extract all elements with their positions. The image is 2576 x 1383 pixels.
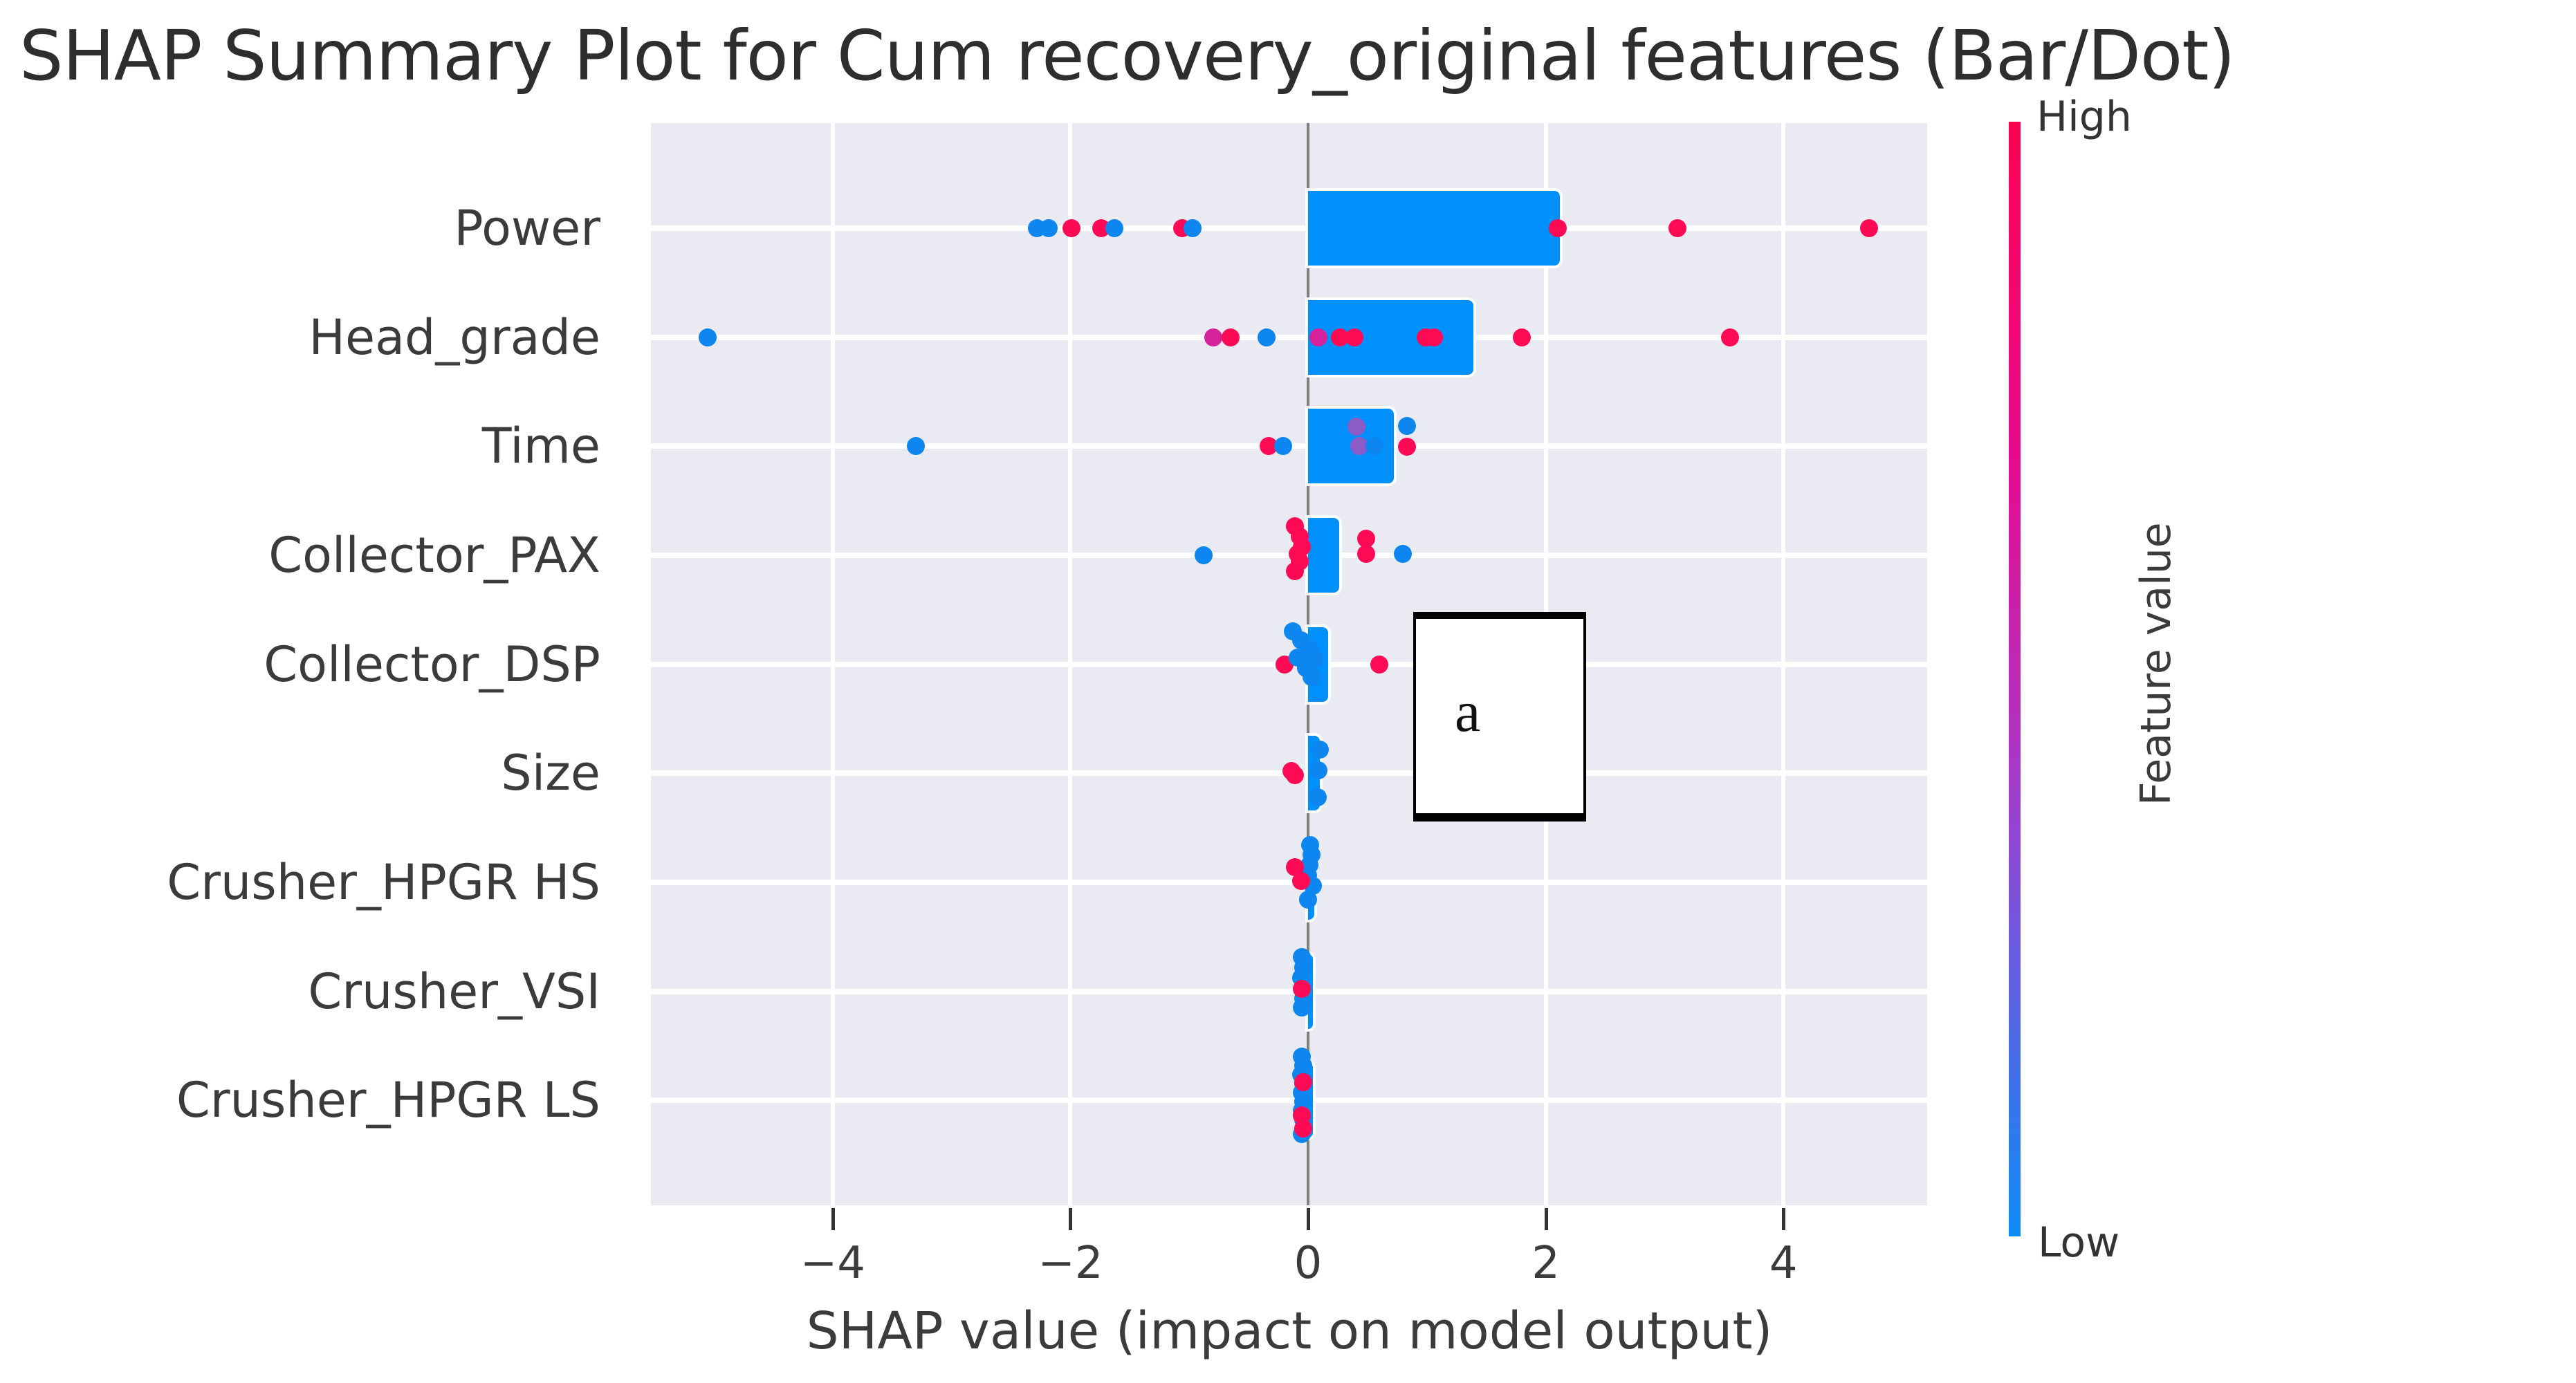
chart-title: SHAP Summary Plot for Cum recovery_origi… <box>19 15 2235 96</box>
shap-dot-Time <box>1397 438 1416 456</box>
shap-dot-Head_grade <box>1513 328 1531 346</box>
shap-dot-Collector_PAX <box>1357 545 1376 563</box>
annotation-box: a <box>1413 612 1586 822</box>
x-tick-label: 2 <box>1531 1238 1560 1289</box>
y-tick-label-Time: Time <box>481 418 600 474</box>
shap-dot-Time <box>1347 418 1366 436</box>
shap-dot-Head_grade <box>1222 328 1240 346</box>
x-tick-mark <box>831 1208 835 1230</box>
shap-dot-Crusher_HPGR HS <box>1299 891 1317 909</box>
shap-dot-Head_grade <box>1425 328 1444 346</box>
shap-dot-Size <box>1286 766 1305 784</box>
shap-dot-Collector_DSP <box>1303 668 1321 686</box>
shap-dot-Power <box>1105 219 1123 237</box>
horizontal-gridline <box>651 989 1927 994</box>
y-tick-label-Size: Size <box>501 745 600 801</box>
mean-shap-bar-Power <box>1308 191 1561 266</box>
x-tick-label: 4 <box>1769 1238 1798 1289</box>
shap-dot-Head_grade <box>699 328 717 346</box>
shap-dot-Crusher_VSI <box>1293 999 1312 1017</box>
shap-dot-Power <box>1668 219 1687 237</box>
horizontal-gridline <box>651 880 1927 885</box>
plot-area <box>651 123 1927 1205</box>
shap-dot-Crusher_HPGR HS <box>1291 872 1310 890</box>
shap-dot-Size <box>1309 761 1328 779</box>
x-axis-title: SHAP value (impact on model output) <box>806 1301 1773 1361</box>
shap-dot-Time <box>1397 417 1416 435</box>
shap-dot-Crusher_HPGR LS <box>1294 1120 1313 1138</box>
mean-shap-bar-Crusher_VSI <box>1308 954 1313 1029</box>
shap-dot-Time <box>1273 437 1292 455</box>
shap-dot-Time <box>907 437 926 455</box>
x-tick-label: 0 <box>1294 1238 1323 1289</box>
x-tick-label: −2 <box>1038 1238 1103 1289</box>
shap-dot-Head_grade <box>1257 328 1276 346</box>
shap-dot-Head_grade <box>1204 328 1222 346</box>
shap-dot-Size <box>1311 741 1330 759</box>
mean-shap-bar-Collector_PAX <box>1308 518 1339 593</box>
y-tick-label-Crusher_HPGR LS: Crusher_HPGR LS <box>176 1072 600 1129</box>
x-tick-mark <box>1782 1208 1786 1230</box>
shap-dot-Collector_PAX <box>1194 546 1213 564</box>
shap-dot-Collector_PAX <box>1394 545 1413 563</box>
colorbar-gradient <box>2009 122 2021 1236</box>
x-tick-mark <box>1544 1208 1548 1230</box>
shap-dot-Power <box>1040 219 1058 237</box>
colorbar-high-label: High <box>2036 93 2132 141</box>
x-tick-mark <box>1069 1208 1073 1230</box>
y-tick-label-Crusher_HPGR HS: Crusher_HPGR HS <box>167 854 600 911</box>
colorbar-axis-label-text: Feature value <box>2132 522 2180 806</box>
x-tick-label: −4 <box>800 1238 865 1289</box>
y-tick-label-Collector_PAX: Collector_PAX <box>268 527 600 584</box>
shap-dot-Time <box>1350 437 1368 455</box>
horizontal-gridline <box>651 335 1927 340</box>
shap-dot-Collector_DSP <box>1370 656 1389 674</box>
y-tick-label-Power: Power <box>454 200 600 257</box>
y-tick-label-Head_grade: Head_grade <box>309 309 600 366</box>
y-tick-label-Crusher_VSI: Crusher_VSI <box>308 963 600 1020</box>
shap-dot-Collector_PAX <box>1357 530 1376 548</box>
shap-dot-Head_grade <box>1720 328 1739 346</box>
shap-dot-Head_grade <box>1309 328 1328 346</box>
horizontal-gridline <box>651 225 1927 231</box>
horizontal-gridline <box>651 1097 1927 1103</box>
shap-dot-Power <box>1548 219 1567 237</box>
colorbar-low-label: Low <box>2038 1218 2120 1267</box>
shap-dot-Power <box>1859 219 1878 237</box>
colorbar-axis-label: Feature value <box>2132 491 2180 837</box>
annotation-letter: a <box>1455 680 1481 744</box>
shap-dot-Power <box>1184 219 1202 237</box>
shap-dot-Size <box>1308 788 1327 806</box>
shap-dot-Head_grade <box>1345 328 1363 346</box>
shap-dot-Collector_PAX <box>1286 562 1305 580</box>
shap-dot-Crusher_HPGR LS <box>1294 1073 1313 1091</box>
shap-dot-Time <box>1365 437 1384 455</box>
x-tick-mark <box>1307 1208 1310 1230</box>
shap-dot-Power <box>1062 219 1081 237</box>
y-tick-label-Collector_DSP: Collector_DSP <box>264 636 600 693</box>
shap-dot-Crusher_VSI <box>1293 980 1312 998</box>
